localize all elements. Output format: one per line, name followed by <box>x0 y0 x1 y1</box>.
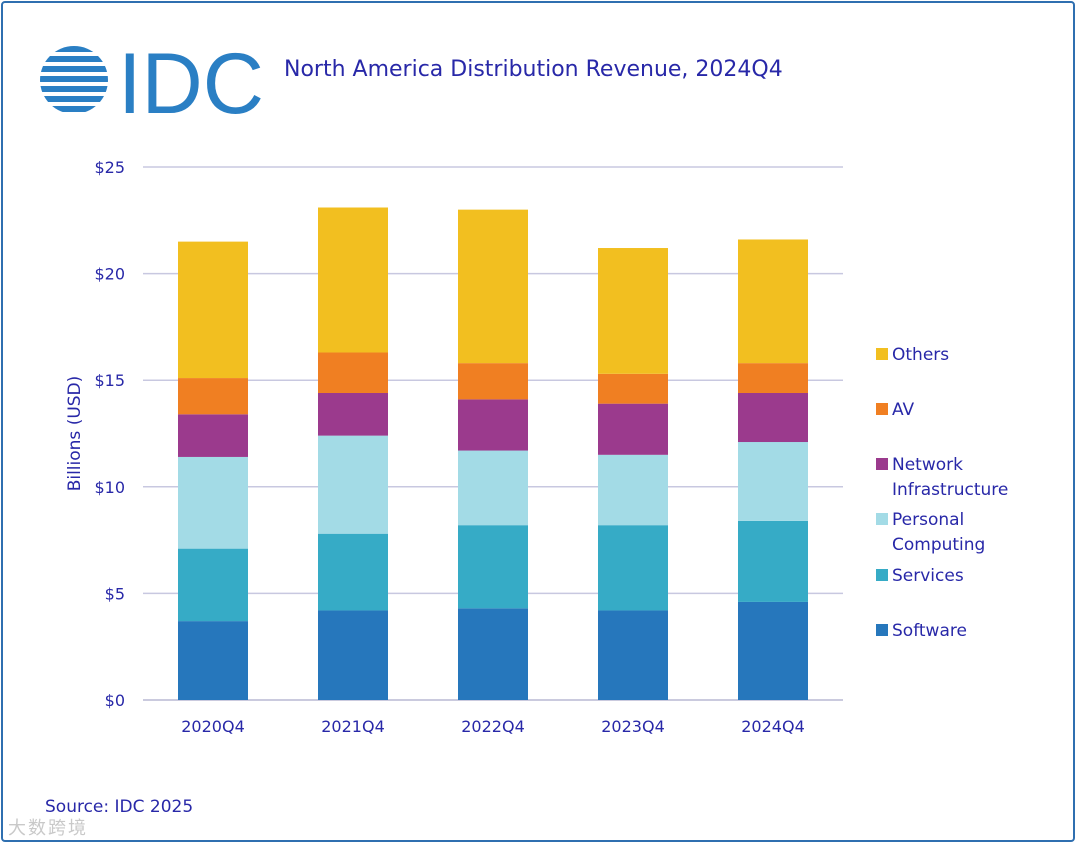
legend-swatch-personal-computing <box>876 513 888 525</box>
bar-segment-services <box>458 525 528 609</box>
bar-segment-network-infrastructure <box>178 414 248 457</box>
y-tick-label: $5 <box>105 584 125 603</box>
bar-segment-others <box>318 207 388 353</box>
legend-label: Computing <box>892 535 985 555</box>
x-tick-label: 2020Q4 <box>181 717 245 736</box>
bar-segment-others <box>598 248 668 374</box>
bar-segment-software <box>598 610 668 700</box>
x-tick-label: 2022Q4 <box>461 717 525 736</box>
legend-label: Network <box>892 455 963 475</box>
globe-icon <box>40 46 108 112</box>
y-tick-label: $0 <box>105 691 125 710</box>
y-tick-label: $25 <box>94 158 125 177</box>
x-tick-label: 2024Q4 <box>741 717 805 736</box>
legend-swatch-av <box>876 403 888 415</box>
bar-segment-personal-computing <box>178 456 248 549</box>
legend-label: Infrastructure <box>892 480 1008 500</box>
x-tick-label: 2023Q4 <box>601 717 665 736</box>
bar-segment-av <box>318 352 388 393</box>
bar-segment-personal-computing <box>458 450 528 526</box>
bar-segment-software <box>738 601 808 700</box>
legend-swatch-network-infrastructure <box>876 458 888 470</box>
bar-segment-others <box>178 241 248 379</box>
bar-segment-software <box>178 621 248 700</box>
y-tick-label: $10 <box>94 478 125 497</box>
bar-segment-network-infrastructure <box>318 392 388 436</box>
legend-swatch-services <box>876 569 888 581</box>
bar-segment-services <box>178 548 248 622</box>
legend-label: Services <box>892 566 964 586</box>
bar-segment-personal-computing <box>598 454 668 526</box>
legend-swatch-others <box>876 348 888 360</box>
bar-segment-software <box>318 610 388 700</box>
bar-segment-av <box>178 378 248 415</box>
legend-label: Others <box>892 345 949 365</box>
bar-segment-av <box>738 363 808 393</box>
bar-segment-network-infrastructure <box>738 392 808 443</box>
watermark: 大数跨境 <box>8 818 88 839</box>
y-tick-label: $20 <box>94 265 125 284</box>
bar-segment-av <box>598 373 668 404</box>
bar-segment-network-infrastructure <box>458 399 528 451</box>
bar-segment-software <box>458 608 528 700</box>
idc-logo: IDC <box>40 40 264 120</box>
legend-label: Software <box>892 621 967 641</box>
bar-segment-services <box>738 520 808 602</box>
stacked-bar-chart: $0 $5 $10 $15 $20 $25 Billions (USD) 2020Q4 2021… <box>65 158 1008 736</box>
bar-segment-others <box>458 209 528 364</box>
bar-segment-others <box>738 239 808 364</box>
y-axis-title: Billions (USD) <box>65 376 85 492</box>
legend-label: AV <box>892 400 915 420</box>
source-note: Source: IDC 2025 <box>45 797 194 817</box>
y-tick-label: $15 <box>94 371 125 390</box>
logo-text: IDC <box>118 40 264 120</box>
bar-segment-services <box>598 525 668 611</box>
bar-segment-personal-computing <box>738 442 808 521</box>
bar-segment-network-infrastructure <box>598 403 668 455</box>
chart-title: North America Distribution Revenue, 2024… <box>284 57 783 82</box>
legend-label: Personal <box>892 510 964 530</box>
bar-segment-personal-computing <box>318 435 388 534</box>
bar-segment-services <box>318 533 388 611</box>
x-tick-label: 2021Q4 <box>321 717 385 736</box>
legend-swatch-software <box>876 624 888 636</box>
bar-segment-av <box>458 363 528 400</box>
